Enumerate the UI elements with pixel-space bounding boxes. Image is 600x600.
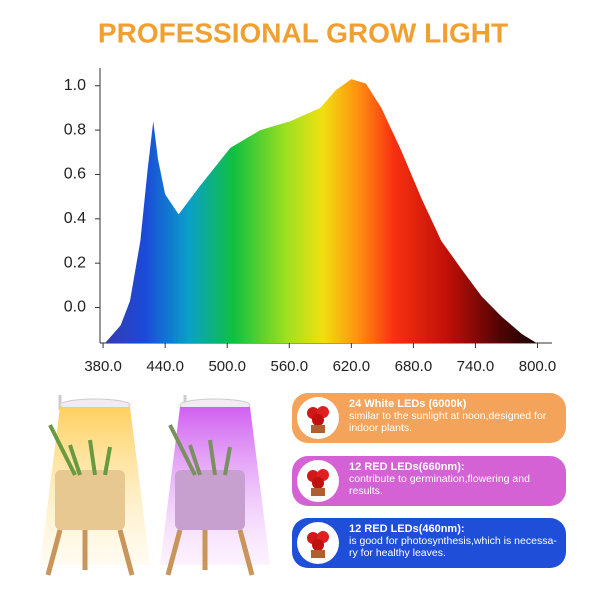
y-tick-label: 0.2	[64, 254, 86, 271]
x-tick-label: 560.0	[271, 358, 309, 375]
info-panel: 12 RED LEDs(660nm): contribute to germin…	[292, 456, 566, 506]
spectrum-area	[105, 79, 537, 343]
y-tick-label: 1.0	[64, 77, 86, 94]
x-tick-label: 740.0	[457, 358, 495, 375]
y-tick-label: 0.0	[64, 299, 86, 316]
x-tick-label: 800.0	[519, 358, 557, 375]
info-panel: 24 White LEDs (6000k) similar to the sun…	[292, 393, 566, 443]
panel-text: similar to the sunlight at noon,designed…	[349, 410, 547, 434]
y-tick-label: 0.6	[64, 166, 86, 183]
x-tick-label: 500.0	[208, 358, 246, 375]
lamp-illustrations	[40, 395, 270, 576]
lamp-purple	[160, 395, 270, 576]
panel-text: contribute to germination,flowering and …	[349, 473, 530, 497]
panel-title: 24 White LEDs (6000k)	[349, 398, 467, 410]
panel-title: 12 RED LEDs(460nm):	[349, 523, 465, 535]
chart-title: PROFESSIONAL GROW LIGHT	[98, 17, 508, 48]
panel-text: is good for photosynthesis,which is nece…	[349, 535, 557, 559]
plant-icon	[297, 522, 339, 564]
x-tick-label: 380.0	[84, 358, 122, 375]
info-panel: 12 RED LEDs(460nm): is good for photosyn…	[292, 518, 566, 568]
panel-title: 12 RED LEDs(660nm):	[349, 461, 465, 473]
chart: PROFESSIONAL GROW LIGHT 0.0 0.2 0.4 0.6 0.8 1…	[64, 17, 557, 375]
y-tick-label: 0.8	[64, 121, 86, 138]
x-tick-label: 440.0	[146, 358, 184, 375]
x-tick-label: 620.0	[333, 358, 371, 375]
lamp-warm	[40, 395, 150, 576]
y-tick-label: 0.4	[64, 210, 86, 227]
plant-icon	[297, 460, 339, 502]
plant-icon	[297, 397, 339, 439]
x-tick-label: 680.0	[395, 358, 433, 375]
